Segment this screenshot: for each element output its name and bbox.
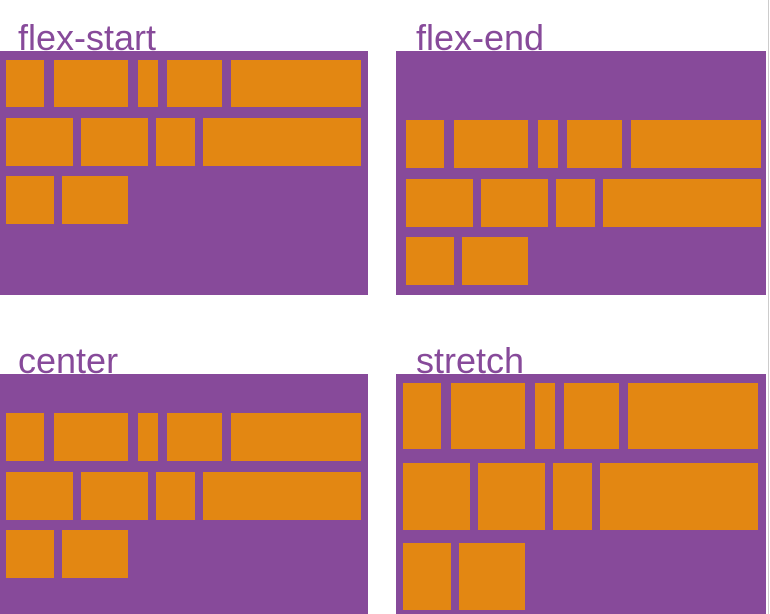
flex-item: [81, 472, 148, 520]
flex-item: [459, 543, 525, 610]
flex-item: [406, 120, 444, 168]
flex-item: [403, 383, 441, 449]
flex-item: [6, 118, 73, 166]
panel-label: flex-start: [18, 17, 156, 58]
flex-item: [553, 463, 592, 530]
flex-item: [403, 543, 451, 610]
flex-item: [81, 118, 148, 166]
flex-item: [462, 237, 528, 285]
flex-item: [454, 120, 528, 168]
flex-item: [138, 60, 158, 107]
flex-item: [231, 413, 361, 461]
flex-item: [406, 237, 454, 285]
flex-item: [451, 383, 525, 449]
flex-item: [538, 120, 558, 168]
flex-item: [603, 179, 761, 227]
flex-item: [403, 463, 470, 530]
flex-item: [6, 60, 44, 107]
flex-item: [62, 176, 128, 224]
panel-label: stretch: [416, 340, 524, 381]
flex-item: [203, 118, 361, 166]
panel-label: flex-end: [416, 17, 544, 58]
flex-item: [406, 179, 473, 227]
flex-item: [6, 176, 54, 224]
flex-item: [631, 120, 761, 168]
flex-item: [62, 530, 128, 578]
flex-item: [6, 530, 54, 578]
flex-item: [156, 472, 195, 520]
flex-item: [6, 472, 73, 520]
flex-item: [156, 118, 195, 166]
flex-item: [478, 463, 545, 530]
flex-item: [231, 60, 361, 107]
flex-item: [567, 120, 622, 168]
panel-label: center: [18, 340, 118, 381]
flex-item: [600, 463, 758, 530]
flex-item: [203, 472, 361, 520]
flex-item: [167, 413, 222, 461]
panel: [396, 51, 766, 295]
flex-item: [628, 383, 758, 449]
flex-item: [535, 383, 555, 449]
flex-item: [54, 413, 128, 461]
flex-item: [54, 60, 128, 107]
flex-item: [564, 383, 619, 449]
flex-item: [481, 179, 548, 227]
flex-item: [556, 179, 595, 227]
flex-item: [6, 413, 44, 461]
flex-item: [167, 60, 222, 107]
flex-item: [138, 413, 158, 461]
